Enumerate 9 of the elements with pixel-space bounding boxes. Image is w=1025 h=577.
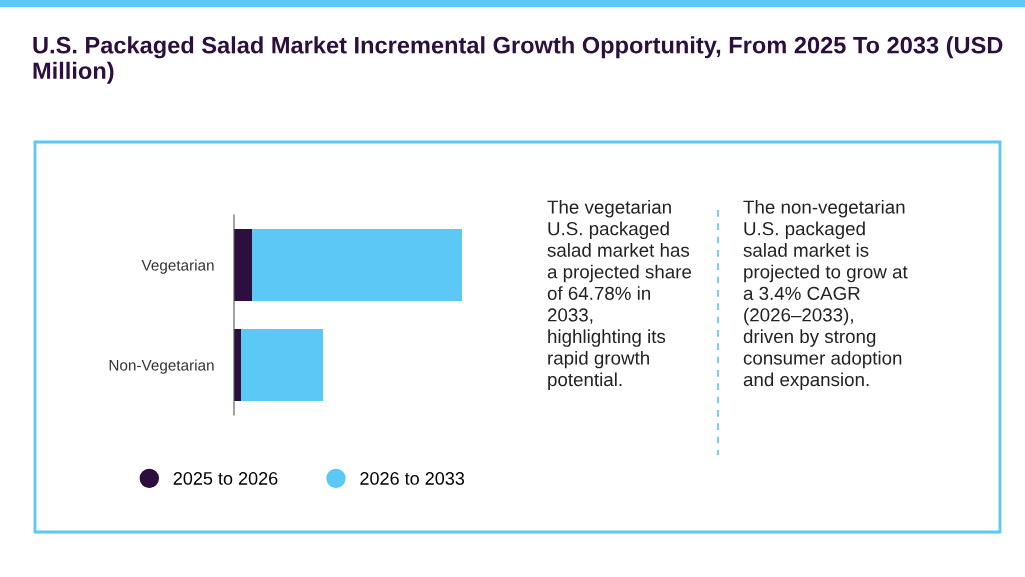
y-tick-label: Non-Vegetarian: [109, 359, 214, 374]
bar: [234, 229, 253, 301]
y-tick-label: Vegetarian: [141, 259, 214, 274]
legend-label: 2026 to 2033: [360, 472, 465, 485]
text: The vegetarian U.S. packaged salad market has a projected share of 64.78% in 2033, highlighting its rapid growth potential.: [547, 200, 692, 390]
legend-label: 2025 to 2026: [173, 472, 278, 485]
bar: [241, 329, 324, 401]
text: U.S. Packaged Salad Market Incremental Growth Opportunity, From 2025 To 2033 (USD Million): [33, 36, 1003, 84]
text: The non-vegetarian U.S. packaged salad market is projected to grow at a 3.4% CAGR (2026–2033), driven by strong consumer adoption and expansion.: [743, 200, 908, 390]
